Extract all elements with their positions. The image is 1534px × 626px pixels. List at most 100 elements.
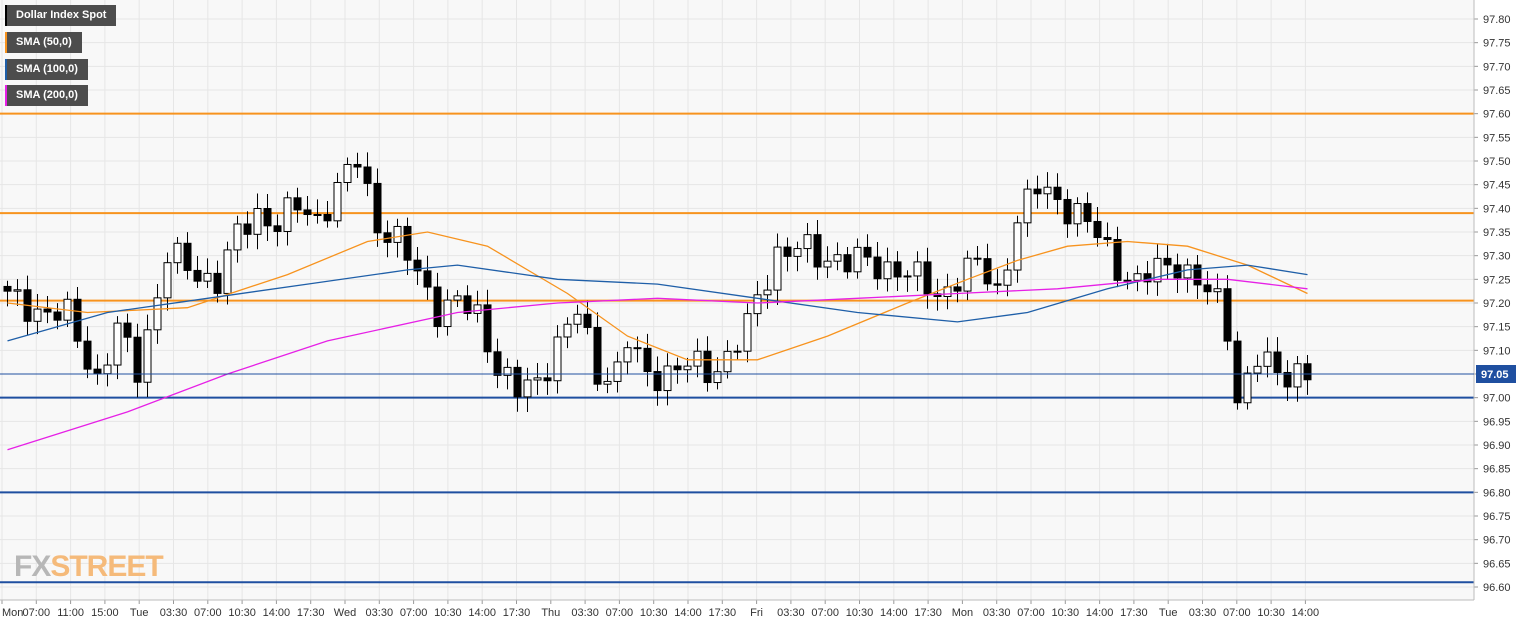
candle — [543, 363, 552, 395]
candle-body — [733, 350, 742, 353]
y-tick-label: 96.80 — [1483, 487, 1511, 499]
candle-body — [823, 260, 832, 268]
x-axis: Mon 07:00 11:00 15:00 Tue 03:30 07:00 10:30 14:0… — [0, 599, 1474, 619]
candle — [1153, 243, 1162, 296]
candle-body — [133, 336, 142, 383]
x-tick-label: Mon — [2, 607, 23, 619]
candle — [493, 338, 502, 389]
legend-item-sma-200[interactable]: SMA (200,0) — [5, 85, 88, 106]
candle — [173, 236, 182, 274]
candle-body — [203, 272, 212, 282]
candle-body — [1113, 239, 1122, 281]
candle — [873, 241, 882, 290]
sma-line — [7, 264, 1308, 342]
candle-body — [1133, 273, 1142, 281]
candle-body — [123, 322, 132, 338]
candle — [233, 215, 242, 263]
legend-item-dollar-index[interactable]: Dollar Index Spot — [5, 5, 117, 26]
candle-body — [3, 285, 12, 292]
y-tick-label: 96.75 — [1483, 511, 1511, 523]
candle — [603, 367, 612, 394]
candle — [823, 246, 832, 279]
candle — [763, 274, 772, 309]
candle — [373, 168, 382, 247]
candle — [913, 251, 922, 292]
candle — [1123, 271, 1132, 290]
x-tick-label: 17:30 — [297, 607, 325, 619]
candle — [953, 277, 962, 303]
y-tick-label: 96.85 — [1483, 464, 1511, 476]
candle-body — [253, 208, 262, 235]
candle-body — [1213, 288, 1222, 293]
y-tick-label: 97.15 — [1483, 322, 1511, 334]
candle — [283, 191, 292, 246]
candle-body — [1283, 371, 1292, 388]
candle-body — [643, 347, 652, 373]
y-tick-label: 97.35 — [1483, 227, 1511, 239]
y-tick-label: 97.80 — [1483, 14, 1511, 26]
legend-swatch — [5, 32, 7, 53]
x-tick-label: 14:00 — [468, 607, 496, 619]
candle — [733, 344, 742, 361]
y-tick-label: 97.50 — [1483, 156, 1511, 168]
candle — [1133, 265, 1142, 292]
candle — [123, 313, 132, 353]
candle — [853, 238, 862, 279]
x-tick-label: 10:30 — [434, 607, 462, 619]
legend-item-sma-50[interactable]: SMA (50,0) — [5, 32, 82, 53]
candle — [53, 303, 62, 330]
candle — [273, 214, 282, 247]
x-tick-label: 03:30 — [1189, 607, 1217, 619]
x-tick-label: 07:00 — [194, 607, 222, 619]
candle — [1243, 366, 1252, 410]
candle — [1193, 254, 1202, 300]
candle-body — [513, 366, 522, 398]
candle-body — [633, 347, 642, 350]
candle — [1303, 354, 1312, 395]
candle-body — [53, 311, 62, 321]
x-tick-label: 11:00 — [57, 607, 84, 619]
candle — [1223, 275, 1232, 351]
candle — [203, 258, 212, 288]
candle-body — [393, 225, 402, 243]
candle-body — [663, 365, 672, 392]
x-tick-label: 07:00 — [23, 607, 51, 619]
candle — [833, 242, 842, 271]
candle-body — [993, 283, 1002, 286]
candle-body — [723, 350, 732, 373]
candle-body — [493, 351, 502, 376]
candle-body — [1023, 188, 1032, 224]
y-tick-label: 97.30 — [1483, 251, 1511, 263]
candle-body — [1293, 363, 1302, 388]
y-tick-label: 97.10 — [1483, 345, 1511, 357]
candle-body — [853, 246, 862, 273]
candle-body — [1183, 264, 1192, 279]
candle-body — [43, 308, 52, 313]
candle — [513, 359, 522, 412]
candle-body — [543, 377, 552, 382]
candle — [793, 241, 802, 272]
candle — [473, 290, 482, 323]
candle-body — [1103, 237, 1112, 241]
x-tick-label: Wed — [334, 607, 356, 619]
candle-body — [1303, 363, 1312, 381]
candle — [1143, 261, 1152, 295]
candle — [333, 172, 342, 228]
candle-body — [343, 163, 352, 183]
candle — [1293, 355, 1302, 402]
legend-item-sma-100[interactable]: SMA (100,0) — [5, 59, 88, 80]
candle-body — [83, 340, 92, 370]
candle — [313, 199, 322, 224]
candle-body — [373, 182, 382, 234]
candle-body — [1233, 340, 1242, 404]
x-tick-label: 10:30 — [1052, 607, 1080, 619]
candle — [663, 353, 672, 406]
x-tick-label: 03:30 — [160, 607, 188, 619]
x-tick-label: 03:30 — [983, 607, 1011, 619]
candle — [893, 251, 902, 291]
candle — [553, 325, 562, 394]
x-tick-label: 03:30 — [777, 607, 805, 619]
grid — [0, 0, 1474, 600]
candle — [1253, 354, 1262, 383]
